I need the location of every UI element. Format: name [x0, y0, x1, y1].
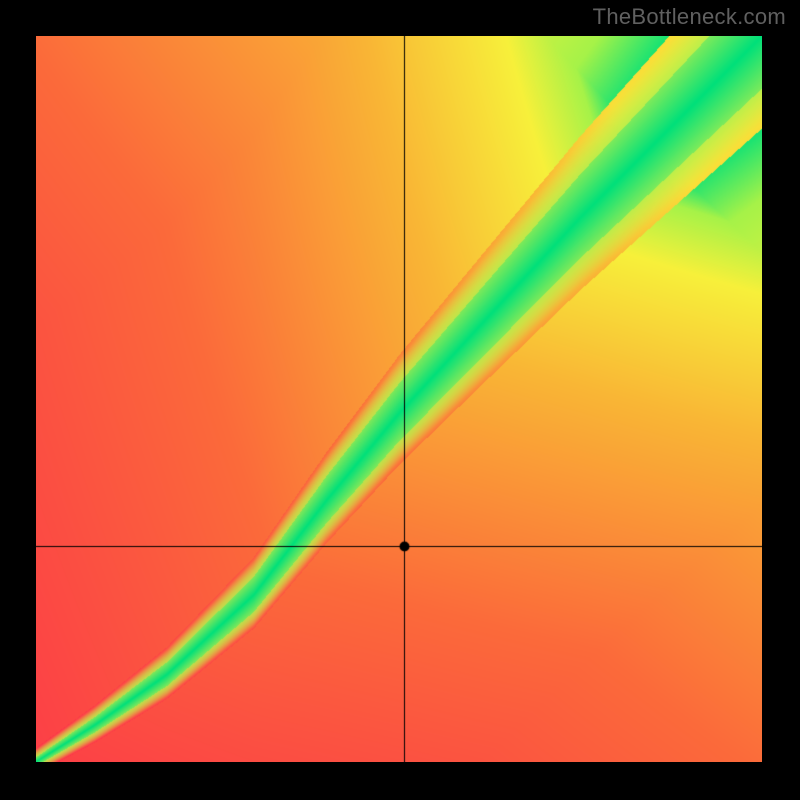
watermark-text: TheBottleneck.com [593, 4, 786, 30]
chart-container: TheBottleneck.com [0, 0, 800, 800]
bottleneck-heatmap [36, 36, 762, 762]
